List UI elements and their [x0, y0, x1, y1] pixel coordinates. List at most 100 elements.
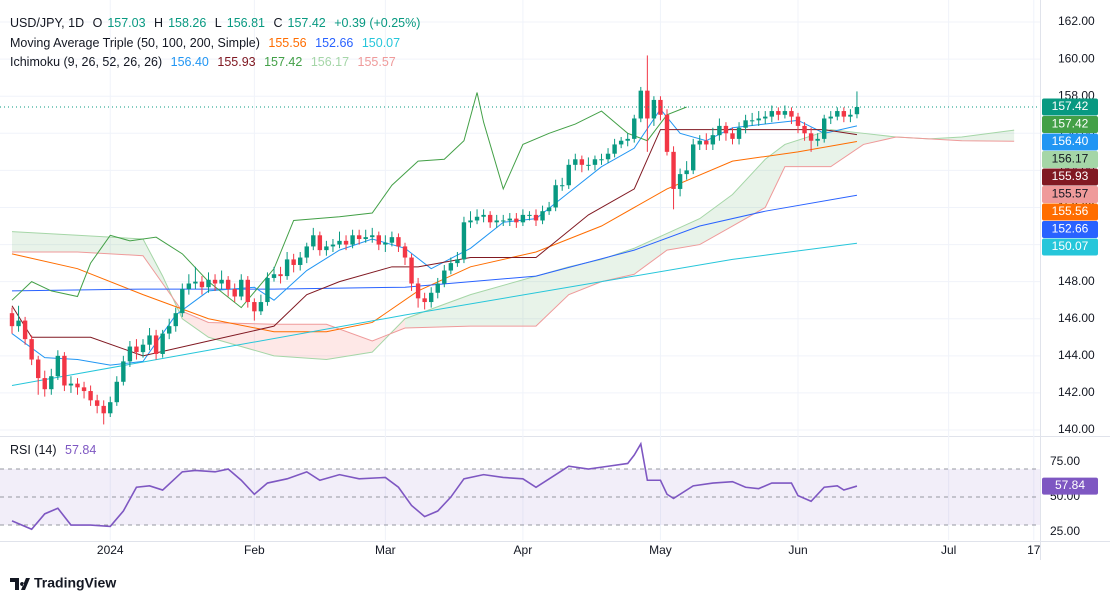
- price-badge-label: 155.57: [1052, 187, 1089, 201]
- x-tick-label: May: [649, 543, 672, 557]
- indicator-line: [11, 242, 858, 386]
- candle-body: [638, 90, 643, 119]
- candle-body: [566, 164, 571, 186]
- candle-body: [468, 220, 473, 223]
- cloud-fill: [667, 218, 700, 251]
- rsi-value: 57.84: [65, 443, 97, 457]
- candle-body: [376, 235, 381, 245]
- candle-body: [252, 302, 257, 312]
- price-badge-label: 156.17: [1052, 152, 1089, 166]
- x-tick-label: Jul: [941, 543, 956, 557]
- grid: [0, 0, 1040, 540]
- candle-body: [81, 387, 87, 392]
- candle-body: [55, 355, 61, 377]
- candle-body: [749, 120, 755, 122]
- candle-body: [592, 159, 598, 165]
- candle-body: [854, 106, 860, 115]
- y-tick-label: 146.00: [1058, 311, 1095, 325]
- y-tick-label: 148.00: [1058, 274, 1095, 288]
- symbol: USD/JPY, 1D: [10, 16, 85, 30]
- cloud-fill: [470, 276, 536, 327]
- candle-body: [88, 391, 93, 401]
- candle-body: [533, 214, 539, 221]
- candle-body: [337, 240, 342, 245]
- indicator-line: [11, 194, 858, 292]
- header-row: USD/JPY, 1D O 157.03 H 158.26 L 156.81 C 157…: [10, 16, 425, 30]
- logo-text: TradingView: [34, 575, 116, 591]
- candle-body: [487, 214, 493, 223]
- candle-body: [671, 151, 676, 189]
- candle-body: [16, 320, 21, 327]
- candle-body: [363, 237, 368, 240]
- candle-body: [212, 279, 218, 284]
- candle-body: [756, 118, 761, 121]
- candle-body: [317, 235, 323, 251]
- ichimoku-title: Ichimoku (9, 26, 52, 26, 26): [10, 55, 163, 69]
- rsi-legend: RSI (14) 57.84: [10, 443, 101, 457]
- candle-body: [173, 313, 178, 327]
- y-tick-label: 144.00: [1058, 348, 1095, 362]
- candle-body: [763, 116, 768, 119]
- cloud-fill: [830, 129, 864, 167]
- y-tick-label: 142.00: [1058, 385, 1095, 399]
- rsi-title: RSI (14): [10, 443, 57, 457]
- cloud-fill: [405, 294, 471, 329]
- x-tick-label: Mar: [375, 543, 396, 557]
- candle-body: [789, 111, 794, 117]
- candle-body: [160, 333, 165, 354]
- candle-body: [49, 376, 54, 390]
- cloud-fill: [143, 239, 163, 284]
- candle-body: [311, 235, 316, 247]
- x-tick-label: Apr: [514, 543, 533, 557]
- price-badge: [1042, 168, 1098, 186]
- candle-body: [199, 281, 205, 288]
- candle-body: [22, 320, 28, 340]
- candle-body: [835, 111, 840, 117]
- candle-body: [324, 246, 329, 251]
- candle-body: [527, 214, 532, 216]
- candle-body: [389, 237, 395, 243]
- candle-body: [605, 153, 611, 160]
- candle-body: [75, 383, 80, 388]
- candle-body: [429, 292, 434, 303]
- candle-body: [730, 133, 735, 139]
- candle-body: [612, 144, 617, 154]
- price-badge-label: 156.40: [1052, 134, 1089, 148]
- candle-body: [343, 240, 349, 245]
- candle-body: [795, 116, 801, 126]
- price-badge-label: 155.56: [1052, 204, 1089, 218]
- candle-body: [514, 218, 519, 223]
- candle-body: [383, 242, 388, 245]
- candle-body: [632, 118, 637, 139]
- candle-body: [586, 164, 591, 166]
- price-badge: [1042, 185, 1098, 203]
- close-value: 157.42: [287, 16, 326, 30]
- price-badge-label: 155.93: [1052, 169, 1089, 183]
- price-badge-label: 150.07: [1052, 239, 1089, 253]
- ma-value: 150.07: [361, 36, 401, 50]
- candle-body: [193, 281, 198, 284]
- candle-body: [167, 326, 172, 334]
- candle-body: [108, 402, 113, 414]
- ichimoku-legend: Ichimoku (9, 26, 52, 26, 26) 156.40 155.…: [10, 55, 401, 69]
- rsi-line: [11, 441, 858, 531]
- cloud-fill: [12, 231, 78, 252]
- candle-body: [94, 400, 100, 406]
- candle-body: [36, 359, 41, 379]
- candle-body: [258, 302, 264, 312]
- price-badge-label: 57.84: [1055, 478, 1085, 492]
- candle-body: [147, 335, 152, 345]
- candle-body: [546, 207, 552, 212]
- candle-body: [42, 378, 47, 390]
- candle-body: [828, 116, 833, 119]
- candle-body: [776, 111, 781, 115]
- candle-body: [409, 257, 414, 284]
- candle-body: [62, 355, 67, 386]
- cloud-fill: [765, 144, 785, 208]
- candle-body: [520, 214, 526, 223]
- candle-body: [180, 289, 185, 314]
- candle-body: [723, 125, 729, 134]
- price-badge: [1042, 220, 1098, 238]
- candle-body: [121, 361, 126, 382]
